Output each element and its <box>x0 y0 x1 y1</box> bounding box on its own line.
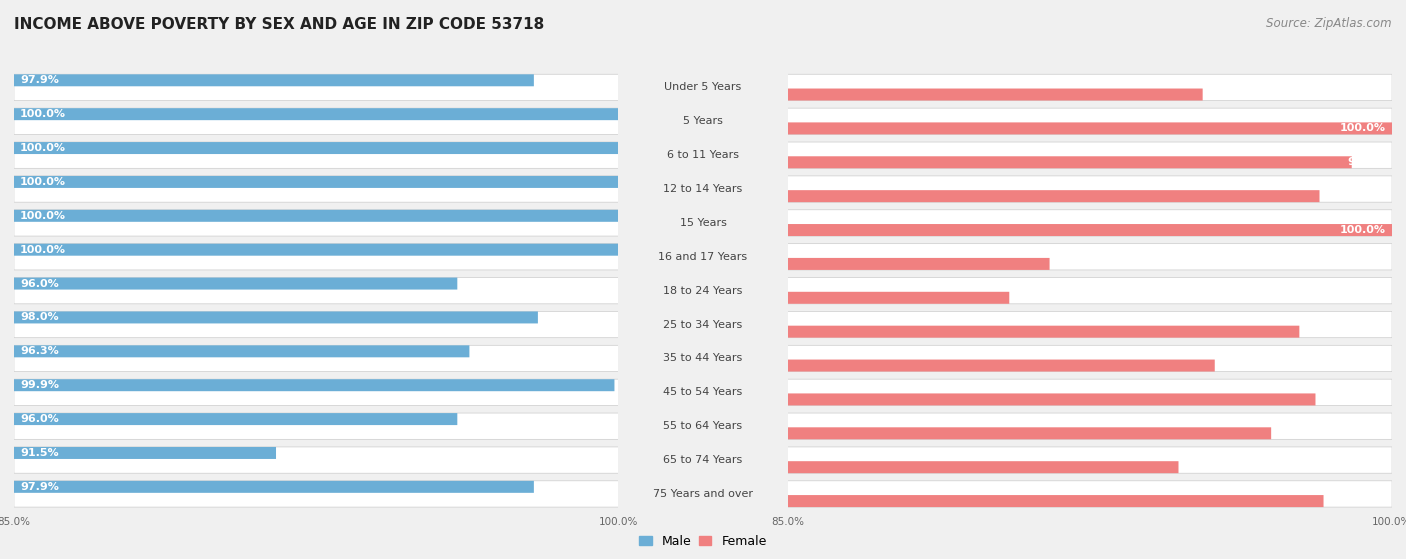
Text: Under 5 Years: Under 5 Years <box>665 82 741 92</box>
Text: 12 to 14 Years: 12 to 14 Years <box>664 184 742 194</box>
FancyBboxPatch shape <box>14 108 619 120</box>
Text: 65 to 74 Years: 65 to 74 Years <box>664 455 742 465</box>
FancyBboxPatch shape <box>14 176 619 202</box>
Legend: Male, Female: Male, Female <box>634 530 772 553</box>
Text: 18 to 24 Years: 18 to 24 Years <box>664 286 742 296</box>
Text: 100.0%: 100.0% <box>20 143 66 153</box>
FancyBboxPatch shape <box>14 379 614 391</box>
Text: 100.0%: 100.0% <box>20 211 66 221</box>
FancyBboxPatch shape <box>787 359 1215 372</box>
FancyBboxPatch shape <box>787 122 1392 134</box>
FancyBboxPatch shape <box>14 142 619 154</box>
FancyBboxPatch shape <box>14 447 619 473</box>
FancyBboxPatch shape <box>787 210 1392 236</box>
FancyBboxPatch shape <box>14 413 457 425</box>
FancyBboxPatch shape <box>787 244 1392 270</box>
Text: 98.0%: 98.0% <box>20 312 59 323</box>
FancyBboxPatch shape <box>14 108 619 134</box>
FancyBboxPatch shape <box>787 461 1178 473</box>
FancyBboxPatch shape <box>787 176 1392 202</box>
FancyBboxPatch shape <box>14 447 276 459</box>
Text: 95.3%: 95.3% <box>1347 89 1386 100</box>
Text: 99.0%: 99.0% <box>1347 157 1386 167</box>
FancyBboxPatch shape <box>787 427 1271 439</box>
Text: 15 Years: 15 Years <box>679 218 727 228</box>
FancyBboxPatch shape <box>14 210 619 222</box>
Text: 100.0%: 100.0% <box>20 109 66 119</box>
FancyBboxPatch shape <box>787 224 1392 236</box>
Text: INCOME ABOVE POVERTY BY SEX AND AGE IN ZIP CODE 53718: INCOME ABOVE POVERTY BY SEX AND AGE IN Z… <box>14 17 544 32</box>
Text: 75 Years and over: 75 Years and over <box>652 489 754 499</box>
Text: 100.0%: 100.0% <box>20 177 66 187</box>
FancyBboxPatch shape <box>14 345 619 372</box>
FancyBboxPatch shape <box>14 311 619 338</box>
FancyBboxPatch shape <box>787 326 1299 338</box>
FancyBboxPatch shape <box>14 244 619 270</box>
FancyBboxPatch shape <box>14 210 619 236</box>
Text: 96.3%: 96.3% <box>20 347 59 356</box>
Text: 35 to 44 Years: 35 to 44 Years <box>664 353 742 363</box>
Text: 98.1%: 98.1% <box>1347 395 1386 404</box>
Text: 100.0%: 100.0% <box>1340 124 1386 134</box>
Text: 5 Years: 5 Years <box>683 116 723 126</box>
FancyBboxPatch shape <box>14 345 470 357</box>
FancyBboxPatch shape <box>787 190 1319 202</box>
FancyBboxPatch shape <box>787 258 1049 270</box>
Text: 97.9%: 97.9% <box>20 482 59 492</box>
Text: 6 to 11 Years: 6 to 11 Years <box>666 150 740 160</box>
FancyBboxPatch shape <box>14 74 619 101</box>
FancyBboxPatch shape <box>787 481 1392 507</box>
FancyBboxPatch shape <box>787 379 1392 405</box>
Text: Source: ZipAtlas.com: Source: ZipAtlas.com <box>1267 17 1392 30</box>
FancyBboxPatch shape <box>14 277 619 304</box>
FancyBboxPatch shape <box>14 379 619 405</box>
Text: 96.0%: 96.0% <box>20 414 59 424</box>
FancyBboxPatch shape <box>787 277 1392 304</box>
FancyBboxPatch shape <box>787 394 1316 405</box>
FancyBboxPatch shape <box>787 447 1392 473</box>
Text: 95.6%: 95.6% <box>1347 361 1386 371</box>
Text: 100.0%: 100.0% <box>20 245 66 255</box>
FancyBboxPatch shape <box>14 311 538 324</box>
Text: 90.5%: 90.5% <box>1347 293 1386 303</box>
Text: 100.0%: 100.0% <box>1340 225 1386 235</box>
FancyBboxPatch shape <box>14 278 457 290</box>
FancyBboxPatch shape <box>14 176 619 188</box>
Text: 97.7%: 97.7% <box>1347 326 1386 337</box>
FancyBboxPatch shape <box>787 495 1323 507</box>
FancyBboxPatch shape <box>787 311 1392 338</box>
FancyBboxPatch shape <box>14 481 619 507</box>
Text: 97.0%: 97.0% <box>1347 428 1386 438</box>
Text: 98.2%: 98.2% <box>1347 191 1386 201</box>
FancyBboxPatch shape <box>787 74 1392 101</box>
Text: 55 to 64 Years: 55 to 64 Years <box>664 421 742 431</box>
Text: 99.9%: 99.9% <box>20 380 59 390</box>
FancyBboxPatch shape <box>14 244 619 255</box>
Text: 16 and 17 Years: 16 and 17 Years <box>658 252 748 262</box>
Text: 25 to 34 Years: 25 to 34 Years <box>664 320 742 330</box>
Text: 45 to 54 Years: 45 to 54 Years <box>664 387 742 397</box>
Text: 97.9%: 97.9% <box>20 75 59 86</box>
Text: 98.3%: 98.3% <box>1347 496 1386 506</box>
Text: 94.7%: 94.7% <box>1347 462 1386 472</box>
Text: 91.5%: 91.5% <box>1347 259 1386 269</box>
FancyBboxPatch shape <box>14 481 534 493</box>
FancyBboxPatch shape <box>14 74 534 86</box>
FancyBboxPatch shape <box>787 157 1351 168</box>
FancyBboxPatch shape <box>787 292 1010 304</box>
FancyBboxPatch shape <box>14 142 619 168</box>
FancyBboxPatch shape <box>787 413 1392 439</box>
FancyBboxPatch shape <box>787 345 1392 372</box>
Text: 91.5%: 91.5% <box>20 448 59 458</box>
FancyBboxPatch shape <box>787 142 1392 168</box>
Text: 96.0%: 96.0% <box>20 278 59 288</box>
FancyBboxPatch shape <box>14 413 619 439</box>
FancyBboxPatch shape <box>787 88 1202 101</box>
FancyBboxPatch shape <box>787 108 1392 134</box>
